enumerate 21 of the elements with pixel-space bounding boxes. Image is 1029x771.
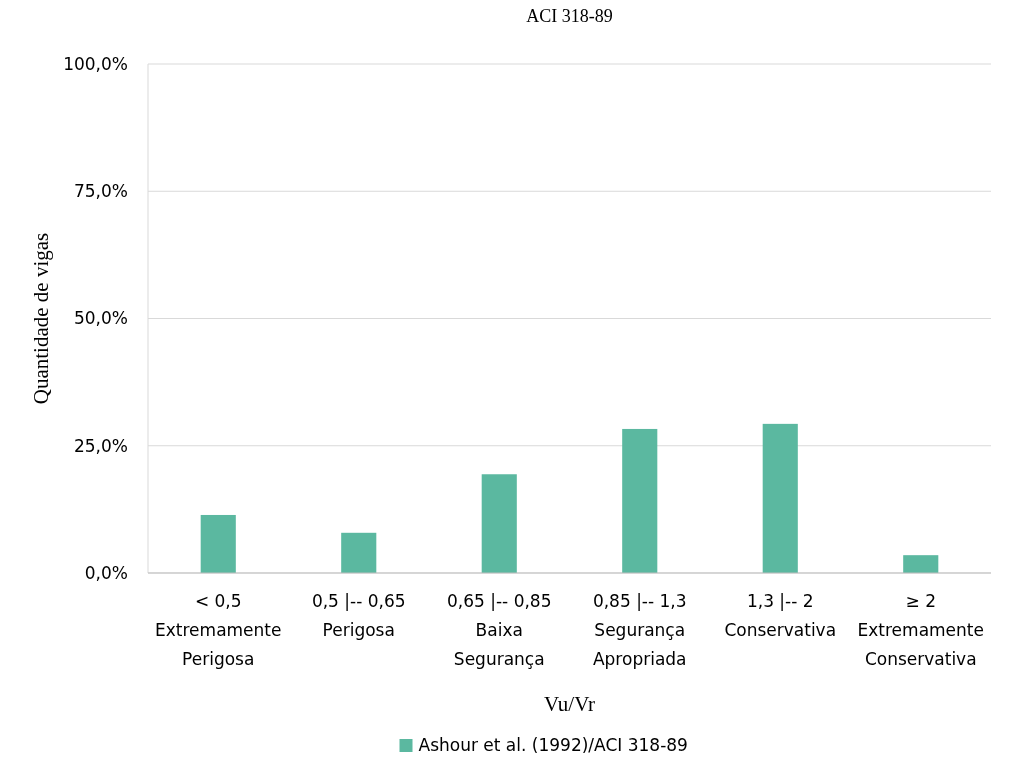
bar xyxy=(903,555,939,573)
y-tick-label: 50,0% xyxy=(73,308,128,329)
legend-label: Ashour et al. (1992)/ACI 318-89 xyxy=(418,735,688,755)
y-tick-label: 75,0% xyxy=(73,181,128,202)
x-tick-label: < 0,5 Extremamente Perigosa xyxy=(155,591,282,669)
chart-title: ACI 318-89 xyxy=(526,6,613,26)
bar xyxy=(762,423,798,573)
bar xyxy=(481,474,517,573)
y-tick-label: 0,0% xyxy=(84,562,128,583)
y-axis-title: Quantidade de vigas xyxy=(29,232,53,405)
x-tick-label: 1,3 |-- 2 Conservativa xyxy=(724,591,837,640)
x-tick-label: 0,65 |-- 0,85 Baixa Segurança xyxy=(446,591,552,669)
x-tick-label: 0,85 |-- 1,3 Segurança Apropriada xyxy=(592,591,687,669)
x-tick-label: ≥ 2 Extremamente Conservativa xyxy=(857,591,984,669)
bar xyxy=(200,514,236,573)
bar xyxy=(622,428,658,573)
y-tick-label: 25,0% xyxy=(73,435,128,456)
y-tick-label: 100,0% xyxy=(63,53,128,74)
bar xyxy=(341,532,377,573)
x-axis-title: Vu/Vr xyxy=(543,692,596,716)
x-tick-label: 0,5 |-- 0,65 Perigosa xyxy=(311,591,406,640)
